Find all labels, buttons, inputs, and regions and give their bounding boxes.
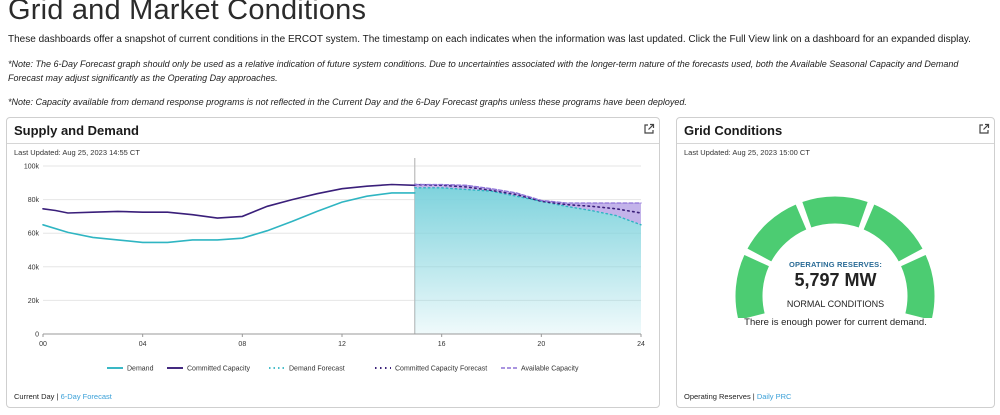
card-divider [7, 143, 659, 144]
page-title: Grid and Market Conditions [8, 0, 367, 26]
chart-axes: 0 20k 40k 60k 80k 100k 00 04 08 12 16 20 24 [24, 164, 645, 349]
x-tick-label: 12 [338, 341, 346, 348]
x-tick-label: 20 [537, 341, 545, 348]
x-tick-label: 04 [139, 341, 147, 348]
gauge-segment [801, 195, 869, 229]
grid-conditions-footer: Operating Reserves | Daily PRC [684, 392, 791, 401]
daily-prc-link[interactable]: Daily PRC [756, 392, 792, 401]
six-day-forecast-link[interactable]: 6-Day Forecast [60, 392, 112, 401]
demand-forecast-area [414, 187, 641, 334]
x-tick-label: 00 [39, 341, 47, 348]
supply-demand-title: Supply and Demand [14, 123, 139, 138]
footer-separator: | [54, 392, 61, 401]
card-divider [677, 143, 994, 144]
chart-lines [42, 183, 642, 244]
series-line-available-capacity [414, 183, 642, 204]
operating-reserves-label: OPERATING RESERVES: [788, 260, 883, 269]
current-day-label: Current Day [14, 392, 55, 401]
grid-conditions-title: Grid Conditions [684, 123, 783, 138]
demand-response-note: *Note: Capacity available from demand re… [8, 97, 687, 107]
chart-legend: Demand Committed Capacity Demand Forecast C… [107, 366, 579, 373]
gauge-segment [734, 253, 771, 318]
x-tick-label: 24 [637, 341, 645, 348]
gauge-segment [746, 203, 808, 263]
gauge-segment [862, 203, 924, 263]
operating-reserves-footer-label: Operating Reserves [684, 392, 751, 401]
external-link-icon[interactable] [643, 123, 655, 135]
last-updated: Last Updated: Aug 25, 2023 15:00 CT [684, 148, 810, 157]
supply-demand-card: Supply and Demand Last Updated: Aug 25, … [6, 117, 660, 408]
y-tick-label: 20k [28, 298, 40, 305]
supply-demand-footer: Current Day | 6-Day Forecast [14, 392, 112, 401]
forecast-note: *Note: The 6-Day Forecast graph should o… [8, 59, 959, 83]
legend-label: Demand [127, 366, 154, 373]
y-tick-label: 80k [28, 197, 40, 204]
series-line-demand [42, 192, 416, 244]
series-line-demand-forecast [414, 187, 642, 226]
footer-separator: | [750, 392, 757, 401]
y-tick-label: 40k [28, 264, 40, 271]
x-tick-label: 08 [238, 341, 246, 348]
gauge-segment [899, 253, 936, 318]
x-tick-label: 16 [438, 341, 446, 348]
y-tick-label: 100k [24, 164, 40, 171]
grid-status-text: There is enough power for current demand… [744, 317, 927, 328]
series-line-committed-capacity-forecast [414, 183, 642, 214]
external-link-icon[interactable] [978, 123, 990, 135]
legend-label: Demand Forecast [289, 366, 345, 373]
y-tick-label: 0 [35, 332, 39, 339]
chart-fills [414, 184, 641, 334]
legend-label: Committed Capacity [187, 366, 251, 373]
legend-label: Committed Capacity Forecast [395, 366, 487, 373]
y-tick-label: 60k [28, 231, 40, 238]
legend-label: Available Capacity [521, 366, 579, 373]
grid-status-title: NORMAL CONDITIONS [786, 299, 885, 309]
operating-reserves-value: 5,797 MW [794, 270, 877, 290]
series-line-committed-capacity [42, 183, 416, 219]
grid-conditions-card: Grid Conditions Last Updated: Aug 25, 20… [676, 117, 995, 408]
intro-text: These dashboards offer a snapshot of cur… [8, 34, 971, 45]
supply-demand-chart: 0 20k 40k 60k 80k 100k 00 04 08 12 16 20 24 Demand Co… [24, 158, 645, 373]
last-updated: Last Updated: Aug 25, 2023 14:55 CT [14, 148, 140, 157]
available-capacity-band [414, 184, 641, 225]
operating-reserves-gauge [734, 195, 936, 318]
